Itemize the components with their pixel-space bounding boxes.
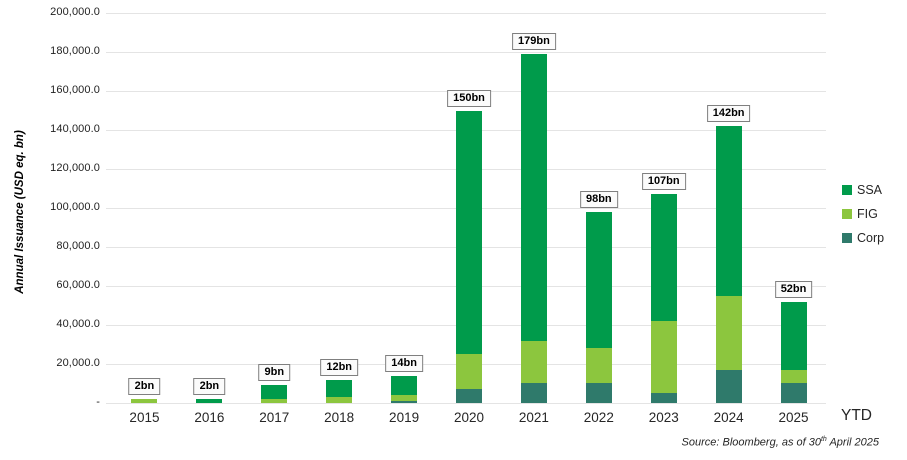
bar-segment-corp: [456, 389, 482, 403]
x-tick-label: 2025: [778, 410, 809, 425]
bar-value-label: 2bn: [128, 378, 161, 396]
legend-item-fig: FIG: [842, 207, 884, 221]
x-tick-label: 2017: [259, 410, 290, 425]
bar-segment-fig: [520, 340, 547, 384]
bar-segment-fig: [391, 395, 418, 402]
bar-2017: [261, 385, 288, 403]
legend-item-ssa: SSA: [842, 183, 884, 197]
bar-value-label: 98bn: [579, 190, 618, 208]
x-tick-label: 2020: [453, 410, 485, 425]
source-suffix: April 2025: [826, 436, 879, 449]
legend-swatch-ssa: [842, 185, 852, 195]
y-tick-label: 40,000.0: [56, 318, 100, 330]
y-tick-label: 200,000.0: [50, 6, 100, 18]
bar-segment-ssa: [196, 399, 223, 403]
bar-value-label: 12bn: [320, 358, 359, 376]
y-tick-label: -: [96, 396, 100, 408]
bar-segment-ssa: [391, 375, 418, 396]
bar-segment-ssa: [261, 385, 288, 400]
bar-value-label: 14bn: [385, 354, 423, 372]
bar-segment-corp: [585, 383, 612, 403]
bar-segment-corp: [520, 383, 547, 403]
bar-segment-ssa: [520, 53, 547, 341]
legend-label-ssa: SSA: [857, 183, 883, 197]
bar-segment-ssa: [585, 211, 612, 349]
bar-segment-fig: [326, 397, 353, 403]
bar-value-label: 2bn: [193, 378, 226, 396]
y-tick-label: 80,000.0: [56, 240, 100, 252]
y-tick-label: 160,000.0: [50, 84, 100, 96]
bar-2015: [131, 399, 158, 403]
bar-value-label: 142bn: [706, 105, 751, 123]
legend-item-corp: Corp: [842, 231, 884, 245]
bar-value-label: 179bn: [512, 32, 556, 50]
legend-swatch-corp: [842, 233, 852, 243]
x-tick-label: 2018: [324, 410, 355, 425]
bar-2019: [391, 375, 418, 403]
y-tick-label: 120,000.0: [50, 162, 100, 174]
bar-segment-ssa: [650, 194, 677, 322]
bar-2022: [585, 211, 612, 403]
x-tick-label: 2024: [713, 410, 744, 425]
legend-label-fig: FIG: [857, 207, 878, 221]
bar-segment-fig: [261, 399, 288, 403]
x-axis-suffix-label: YTD: [841, 407, 872, 424]
bar-segment-corp: [650, 393, 677, 403]
source-note: Source: Bloomberg, as of 30th April 2025: [682, 436, 879, 449]
bar-value-label: 9bn: [258, 364, 291, 382]
gridline: [106, 52, 826, 53]
y-tick-label: 100,000.0: [50, 201, 100, 213]
bar-2021: [520, 53, 547, 403]
gridline: [106, 13, 826, 14]
bar-segment-ssa: [456, 110, 482, 355]
x-tick-label: 2016: [194, 410, 225, 425]
bar-value-label: 150bn: [447, 89, 491, 107]
y-tick-label: 140,000.0: [50, 123, 100, 135]
bar-2025: [780, 301, 807, 403]
bar-segment-fig: [715, 295, 742, 370]
bar-segment-ssa: [326, 379, 353, 398]
bar-segment-fig: [780, 369, 807, 384]
bar-segment-ssa: [715, 126, 742, 296]
bar-value-label: 107bn: [641, 173, 686, 191]
bar-2016: [196, 399, 223, 403]
bar-segment-fig: [585, 348, 612, 384]
bar-2023: [650, 194, 677, 403]
y-tick-label: 180,000.0: [50, 45, 100, 57]
bar-segment-fig: [456, 354, 482, 390]
bar-2020: [456, 110, 482, 404]
x-tick-label: 2021: [518, 410, 549, 425]
legend-label-corp: Corp: [857, 231, 885, 245]
x-tick-label: 2022: [583, 410, 614, 425]
bar-2018: [326, 379, 353, 403]
y-tick-label: 60,000.0: [56, 279, 100, 291]
bar-segment-fig: [131, 399, 158, 403]
bar-segment-fig: [650, 321, 677, 394]
bar-segment-ssa: [780, 301, 807, 370]
bar-value-label: 52bn: [774, 280, 813, 298]
x-tick-label: 2015: [129, 410, 160, 425]
legend-swatch-fig: [842, 209, 852, 219]
gridline: [106, 403, 826, 404]
bar-2024: [715, 126, 742, 403]
source-prefix: Source: Bloomberg, as of 30: [681, 436, 821, 449]
source-superscript: th: [820, 436, 827, 443]
legend: SSA FIG Corp: [842, 183, 884, 245]
bar-segment-corp: [391, 401, 418, 403]
bar-segment-corp: [715, 369, 742, 403]
x-tick-label: 2023: [648, 410, 679, 425]
y-tick-label: 20,000.0: [56, 357, 100, 369]
x-tick-label: 2019: [389, 410, 420, 425]
bar-segment-corp: [780, 383, 807, 403]
